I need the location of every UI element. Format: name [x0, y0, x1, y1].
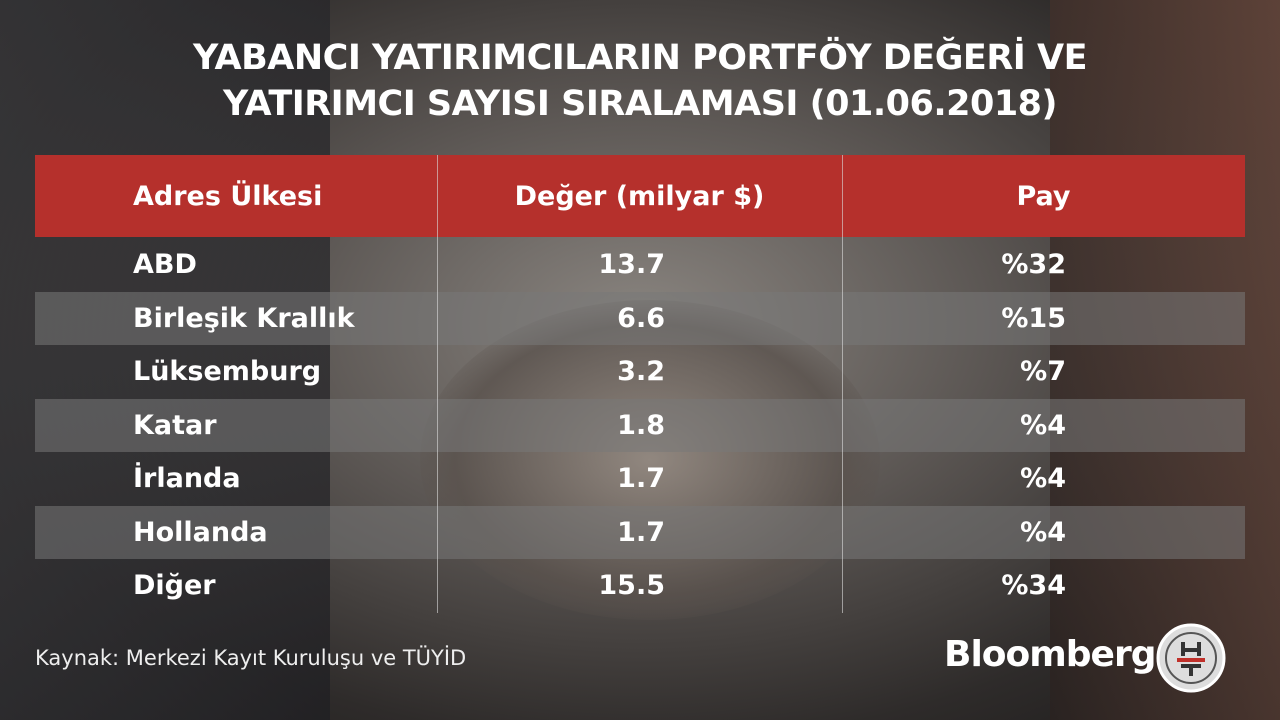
share-cell: %4 [1020, 516, 1066, 548]
row-band [35, 505, 1245, 559]
ht-logo [1156, 623, 1226, 693]
value-cell: 15.5 [598, 570, 665, 601]
country-cell: Katar [133, 409, 217, 441]
country-cell: Birleşik Krallık [133, 302, 355, 334]
share-cell: %4 [1020, 409, 1066, 441]
column-divider [437, 155, 438, 613]
column-divider [842, 155, 843, 613]
title-line: YABANCI YATIRIMCILARIN PORTFÖY DEĞERİ VE [193, 38, 1088, 78]
background-building [1050, 0, 1280, 720]
row-band [35, 398, 1245, 452]
header-cell: Adres Ülkesi [133, 181, 323, 212]
row-band [35, 291, 1245, 345]
brand-logo: Bloomberg [944, 634, 1156, 675]
country-cell: İrlanda [133, 463, 241, 494]
country-cell: Hollanda [133, 516, 268, 548]
share-cell: %34 [1001, 570, 1066, 601]
share-cell: %32 [1001, 249, 1066, 280]
table-header [35, 155, 1245, 237]
source-note: Kaynak: Merkezi Kayıt Kuruluşu ve TÜYİD [35, 646, 467, 670]
header-cell: Pay [1016, 181, 1071, 212]
header-cell: Değer (milyar $) [514, 181, 765, 212]
value-cell: 1.7 [617, 463, 665, 494]
value-cell: 13.7 [598, 249, 665, 280]
background-building [0, 0, 330, 720]
title-line: YATIRIMCI SAYISI SIRALAMASI (01.06.2018) [222, 84, 1058, 124]
value-cell: 1.7 [617, 516, 665, 548]
share-cell: %7 [1020, 356, 1066, 387]
country-cell: ABD [133, 249, 197, 280]
share-cell: %4 [1020, 463, 1066, 494]
value-cell: 3.2 [617, 356, 665, 387]
background-hands [420, 300, 880, 620]
country-cell: Lüksemburg [133, 356, 322, 387]
value-cell: 1.8 [617, 409, 665, 441]
value-cell: 6.6 [617, 302, 665, 334]
country-cell: Diğer [133, 570, 216, 601]
share-cell: %15 [1001, 302, 1066, 334]
